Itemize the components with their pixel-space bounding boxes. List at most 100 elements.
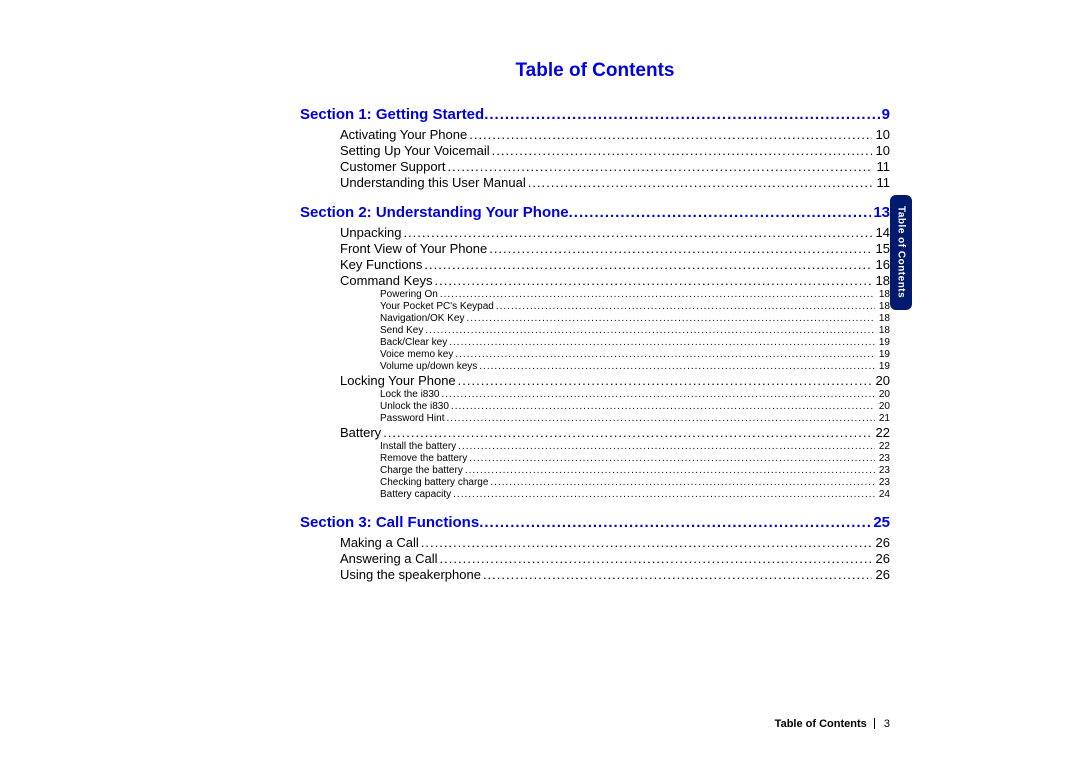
dot-leader: [458, 373, 872, 388]
toc-subentry-label: Remove the battery: [380, 453, 469, 464]
dot-leader: [492, 143, 872, 158]
dot-leader: [465, 465, 875, 476]
toc-subentry-page: 22: [875, 441, 890, 452]
dot-leader: [442, 389, 875, 400]
toc-entry[interactable]: Unpacking 14: [340, 225, 890, 240]
toc-subentry[interactable]: Back/Clear key 19: [380, 337, 890, 348]
toc-section-label: Section 1: Getting Started: [300, 106, 484, 123]
toc-subentry-page: 18: [875, 289, 890, 300]
dot-leader: [440, 289, 875, 300]
toc-entry-label: Battery: [340, 425, 383, 440]
toc-section[interactable]: Section 1: Getting Started 9: [300, 106, 890, 123]
toc-subentry[interactable]: Navigation/OK Key 18: [380, 313, 890, 324]
toc-subentry-label: Powering On: [380, 289, 440, 300]
dot-leader: [490, 477, 874, 488]
dot-leader: [496, 301, 875, 312]
dot-leader: [440, 551, 872, 566]
toc-subentry[interactable]: Checking battery charge 23: [380, 477, 890, 488]
toc-subentry[interactable]: Battery capacity 24: [380, 489, 890, 500]
toc-subentry-page: 18: [875, 325, 890, 336]
footer-divider: [874, 718, 875, 729]
dot-leader: [383, 425, 871, 440]
toc-entry-page: 14: [872, 225, 890, 240]
toc-section[interactable]: Section 2: Understanding Your Phone 13: [300, 204, 890, 221]
toc-body: Section 1: Getting Started 9 Activating Y…: [300, 106, 890, 582]
toc-entry-label: Making a Call: [340, 535, 421, 550]
toc-subentry-label: Your Pocket PC's Keypad: [380, 301, 496, 312]
toc-entry[interactable]: Command Keys 18: [340, 273, 890, 288]
page-title: Table of Contents: [300, 60, 890, 82]
toc-subentry[interactable]: Lock the i830 20: [380, 389, 890, 400]
toc-section[interactable]: Section 3: Call Functions 25: [300, 514, 890, 531]
dot-leader: [448, 159, 873, 174]
dot-leader: [479, 514, 871, 531]
toc-section-page: 9: [880, 106, 890, 123]
toc-entry[interactable]: Battery 22: [340, 425, 890, 440]
dot-leader: [425, 325, 875, 336]
dot-leader: [469, 127, 871, 142]
footer-label: Table of Contents: [775, 718, 867, 730]
toc-section-page: 25: [871, 514, 890, 531]
toc-subentry-label: Send Key: [380, 325, 425, 336]
toc-subentry-label: Battery capacity: [380, 489, 453, 500]
dot-leader: [479, 361, 875, 372]
toc-entry-label: Setting Up Your Voicemail: [340, 143, 492, 158]
toc-entry[interactable]: Making a Call 26: [340, 535, 890, 550]
toc-subentry-label: Volume up/down keys: [380, 361, 479, 372]
toc-subentry-page: 19: [875, 349, 890, 360]
toc-subentry-label: Charge the battery: [380, 465, 465, 476]
toc-entry-label: Understanding this User Manual: [340, 175, 528, 190]
toc-entry[interactable]: Using the speakerphone 26: [340, 567, 890, 582]
toc-subentry[interactable]: Password Hint 21: [380, 413, 890, 424]
toc-subentry[interactable]: Remove the battery 23: [380, 453, 890, 464]
toc-subentry-page: 20: [875, 401, 890, 412]
dot-leader: [451, 401, 875, 412]
toc-subentry[interactable]: Volume up/down keys 19: [380, 361, 890, 372]
toc-entry[interactable]: Locking Your Phone 20: [340, 373, 890, 388]
toc-entry-label: Customer Support: [340, 159, 448, 174]
toc-subentry-page: 21: [875, 413, 890, 424]
toc-entry-label: Using the speakerphone: [340, 567, 483, 582]
dot-leader: [453, 489, 875, 500]
toc-entry-label: Unpacking: [340, 225, 403, 240]
toc-entry[interactable]: Answering a Call 26: [340, 551, 890, 566]
toc-subentry-label: Navigation/OK Key: [380, 313, 467, 324]
toc-entry-page: 26: [872, 567, 890, 582]
toc-entry[interactable]: Key Functions 16: [340, 257, 890, 272]
toc-entry-page: 20: [872, 373, 890, 388]
dot-leader: [455, 349, 875, 360]
toc-entry-label: Command Keys: [340, 273, 434, 288]
toc-entry[interactable]: Customer Support 11: [340, 159, 890, 174]
toc-subentry-page: 23: [875, 465, 890, 476]
toc-subentry-page: 18: [875, 313, 890, 324]
toc-subentry[interactable]: Voice memo key 19: [380, 349, 890, 360]
page-footer: Table of Contents 3: [300, 718, 890, 730]
toc-subentry-label: Password Hint: [380, 413, 446, 424]
toc-section-page: 13: [871, 204, 890, 221]
toc-subentry[interactable]: Install the battery 22: [380, 441, 890, 452]
dot-leader: [469, 453, 875, 464]
side-tab-label: Table of Contents: [896, 206, 907, 298]
toc-subentry-label: Checking battery charge: [380, 477, 490, 488]
dot-leader: [569, 204, 872, 221]
toc-entry[interactable]: Setting Up Your Voicemail 10: [340, 143, 890, 158]
toc-entry-label: Front View of Your Phone: [340, 241, 489, 256]
dot-leader: [489, 241, 871, 256]
toc-entry-page: 26: [872, 551, 890, 566]
toc-entry-page: 11: [873, 175, 891, 190]
toc-subentry[interactable]: Unlock the i830 20: [380, 401, 890, 412]
toc-entry[interactable]: Activating Your Phone 10: [340, 127, 890, 142]
toc-subentry[interactable]: Send Key 18: [380, 325, 890, 336]
toc-section-label: Section 3: Call Functions: [300, 514, 479, 531]
toc-entry[interactable]: Front View of Your Phone 15: [340, 241, 890, 256]
dot-leader: [484, 106, 879, 123]
toc-subentry-page: 19: [875, 337, 890, 348]
toc-subentry-page: 18: [875, 301, 890, 312]
toc-subentry-page: 19: [875, 361, 890, 372]
dot-leader: [421, 535, 872, 550]
toc-entry-page: 10: [872, 143, 890, 158]
toc-subentry[interactable]: Charge the battery 23: [380, 465, 890, 476]
toc-subentry[interactable]: Powering On 18: [380, 289, 890, 300]
toc-subentry[interactable]: Your Pocket PC's Keypad 18: [380, 301, 890, 312]
toc-entry[interactable]: Understanding this User Manual 11: [340, 175, 890, 190]
